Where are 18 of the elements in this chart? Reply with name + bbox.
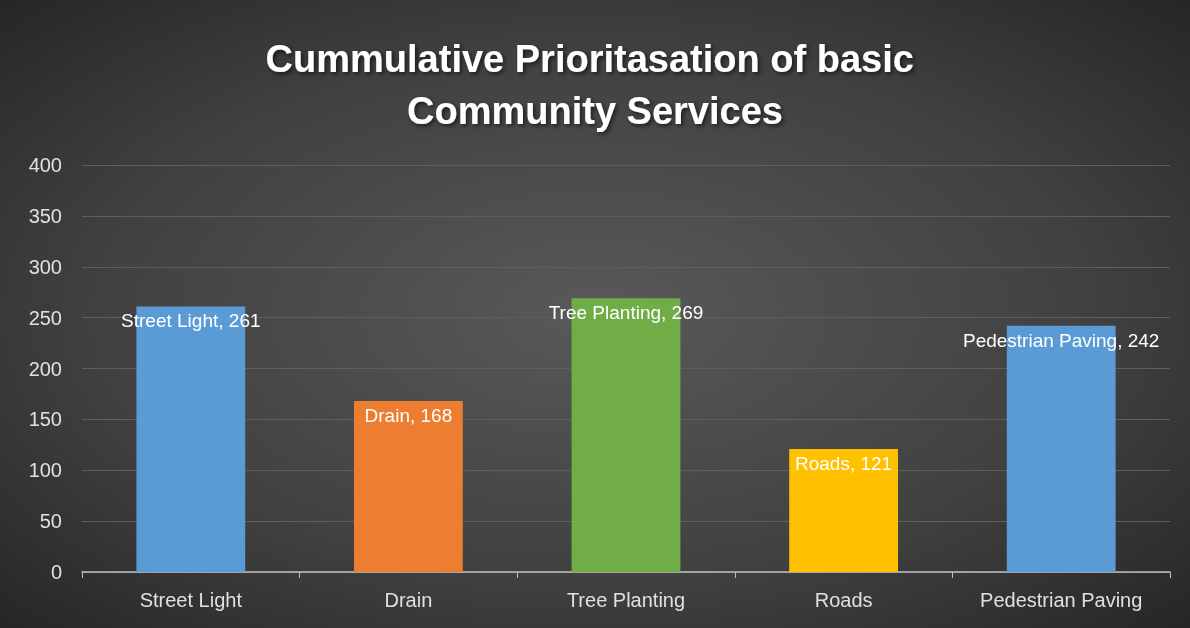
- y-tick-label: 400: [28, 154, 62, 176]
- y-tick-label: 350: [28, 204, 62, 227]
- x-tick-label: Drain: [384, 589, 433, 611]
- data-label: Drain, 168: [364, 405, 453, 427]
- x-tick-label: Roads: [814, 589, 873, 611]
- y-tick-label: 200: [28, 357, 62, 380]
- y-tick-label: 100: [28, 459, 62, 482]
- data-label: Tree Planting, 269: [548, 302, 704, 324]
- y-tick-label: 0: [50, 561, 62, 583]
- y-tick-label: 150: [28, 408, 62, 431]
- x-tick-label: Street Light: [139, 589, 243, 611]
- x-tick-label: Tree Planting: [566, 589, 686, 611]
- chart-title: Cummulative Prioritasation of basic Community Services: [265, 38, 925, 132]
- y-tick-label: 50: [39, 510, 62, 533]
- y-tick-label: 300: [28, 255, 62, 278]
- x-tick-label: Pedestrian Paving: [980, 589, 1143, 611]
- y-tick-label: 250: [28, 306, 62, 329]
- data-label: Roads, 121: [795, 452, 893, 474]
